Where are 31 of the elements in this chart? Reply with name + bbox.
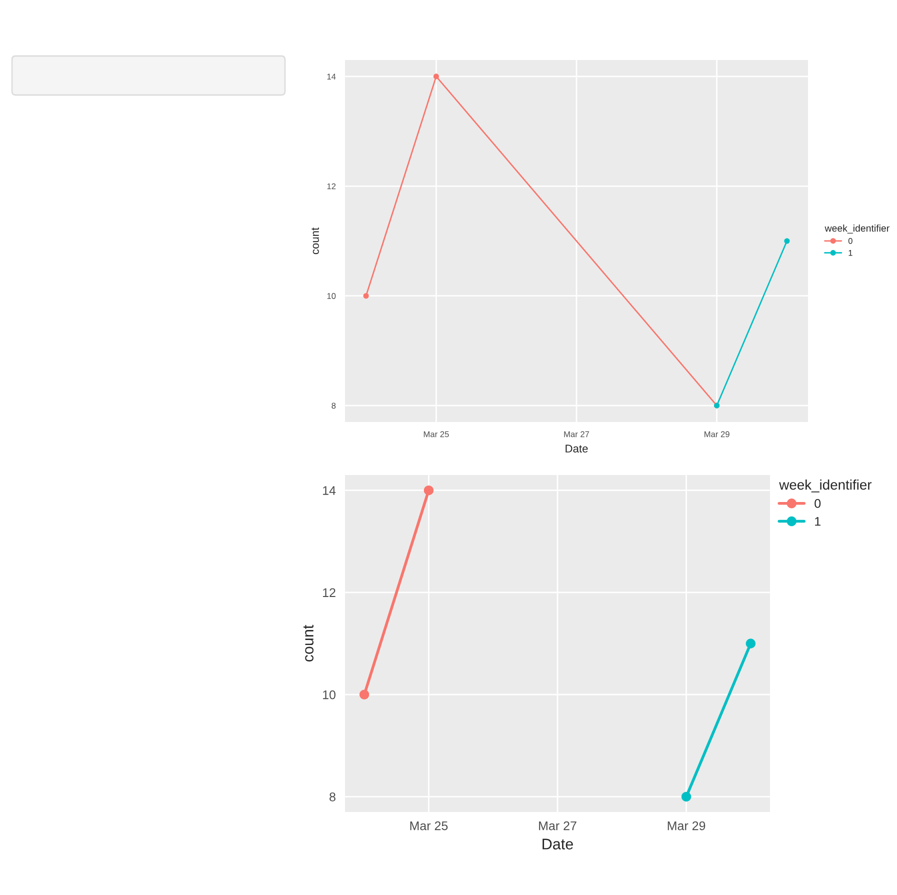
legend-label: 1 (815, 517, 820, 526)
x-tick-label: Mar 25 (424, 431, 449, 438)
y-axis-title: count (312, 227, 319, 254)
y-axis-title: count (303, 624, 314, 662)
x-tick-label: Mar 29 (704, 431, 730, 438)
y-tick-label: 12 (323, 588, 336, 597)
y-tick-label: 14 (327, 74, 336, 80)
legend-label: 0 (814, 499, 821, 508)
y-tick-label: 8 (332, 402, 336, 409)
point (424, 485, 434, 496)
x-axis-title: Date (542, 838, 573, 850)
legend-label: 0 (848, 238, 852, 244)
x-axis-title: Date (566, 444, 588, 453)
x-tick-label: Mar 25 (410, 821, 448, 830)
y-tick-label: 10 (327, 293, 336, 299)
legend-label: 1 (848, 250, 852, 256)
y-tick-label: 12 (327, 183, 336, 190)
y-tick-label: 10 (323, 690, 336, 700)
point (363, 293, 369, 299)
point (746, 638, 756, 648)
legend-title: week_identifier (824, 224, 890, 234)
point (433, 74, 439, 80)
point (681, 792, 692, 802)
x-tick-label: Mar 29 (668, 821, 706, 830)
legend-title: week_identifier (779, 480, 872, 492)
y-tick-label: 8 (330, 792, 336, 802)
x-tick-label: Mar 27 (564, 431, 590, 438)
point (359, 690, 370, 700)
y-tick-label: 14 (323, 486, 336, 495)
x-tick-label: Mar 27 (539, 821, 576, 830)
point (784, 238, 790, 244)
